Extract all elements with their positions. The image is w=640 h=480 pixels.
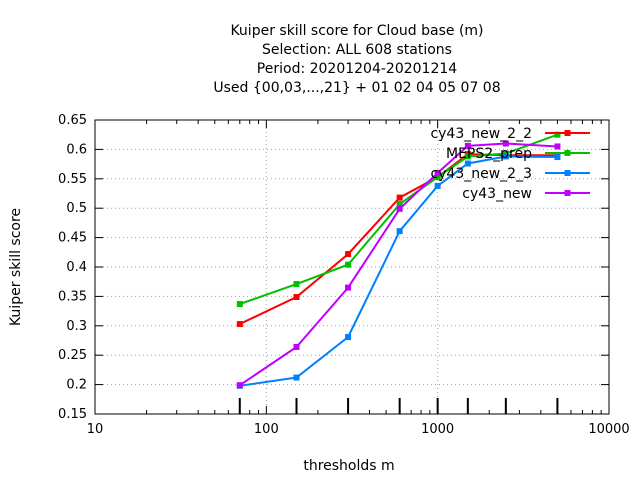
data-point [502, 153, 509, 160]
gridlines [95, 120, 609, 414]
legend: cy43_new_2_2 MEPS2_prep cy43_new_2_3 cy43_n… [430, 126, 590, 202]
y-tick-label: 0.55 [58, 172, 87, 187]
data-point [554, 131, 561, 138]
chart-title: Kuiper skill score for Cloud base (m) Se… [213, 23, 500, 96]
data-point [554, 143, 561, 150]
y-tick-label: 0.65 [58, 113, 87, 128]
data-point [396, 194, 403, 201]
data-point [293, 374, 300, 381]
data-point [345, 284, 352, 291]
legend-label: cy43_new [462, 186, 532, 202]
y-tick-label: 0.25 [58, 348, 87, 363]
legend-swatch-marker [564, 130, 571, 136]
y-tick-label: 0.3 [66, 319, 87, 334]
data-point [464, 160, 471, 167]
y-tick-label: 0.4 [66, 260, 87, 275]
data-point [434, 169, 441, 176]
x-tick-label: 10 [87, 422, 104, 437]
data-point [236, 321, 243, 328]
legend-swatch-marker [564, 190, 571, 196]
series-cy43_new [236, 140, 561, 389]
data-point [434, 174, 441, 181]
legend-label: MEPS2_prep [446, 146, 532, 162]
threshold-markers [238, 398, 559, 414]
title-line-2: Selection: ALL 608 stations [262, 42, 452, 58]
series-line [239, 155, 558, 387]
data-point [464, 153, 471, 160]
x-tick-label: 1000 [421, 422, 454, 437]
y-axis-label: Kuiper skill score [8, 208, 24, 326]
data-point [434, 182, 441, 189]
y-tick-label: 0.15 [58, 407, 87, 422]
y-tick-labels: 0.15 0.2 0.25 0.3 0.35 0.4 0.45 0.5 0.55 0.6 0.65 [58, 113, 87, 422]
series-lines [236, 131, 561, 389]
data-point [293, 281, 300, 288]
data-point [236, 382, 243, 389]
data-point [464, 142, 471, 149]
legend-swatch-marker [564, 170, 571, 176]
series-line [239, 153, 558, 325]
title-line-1: Kuiper skill score for Cloud base (m) [230, 23, 483, 39]
data-point [396, 228, 403, 235]
data-point [236, 301, 243, 308]
axis-ticks [94, 119, 610, 415]
legend-label: cy43_new_2_2 [430, 126, 532, 142]
x-tick-label: 100 [254, 422, 279, 437]
y-tick-label: 0.5 [66, 201, 87, 216]
y-tick-label: 0.35 [58, 289, 87, 304]
x-axis-label: thresholds m [303, 458, 394, 474]
y-tick-label: 0.6 [66, 142, 87, 157]
data-point [293, 293, 300, 300]
y-tick-label: 0.45 [58, 231, 87, 246]
series-line [239, 142, 558, 387]
title-line-4: Used {00,03,...,21} + 01 02 04 05 07 08 [213, 80, 500, 96]
data-point [502, 140, 509, 147]
x-tick-labels: 10 100 1000 10000 [87, 422, 630, 437]
legend-label: cy43_new_2_3 [430, 166, 532, 182]
title-line-3: Period: 20201204-20201214 [257, 61, 457, 77]
legend-swatch-marker [564, 150, 571, 156]
data-point [396, 201, 403, 208]
y-tick-label: 0.2 [66, 378, 87, 393]
data-point [345, 251, 352, 258]
data-point [345, 261, 352, 268]
data-point [396, 205, 403, 212]
data-point [345, 333, 352, 340]
data-point [293, 343, 300, 350]
data-point [554, 154, 561, 161]
x-tick-label: 10000 [588, 422, 629, 437]
